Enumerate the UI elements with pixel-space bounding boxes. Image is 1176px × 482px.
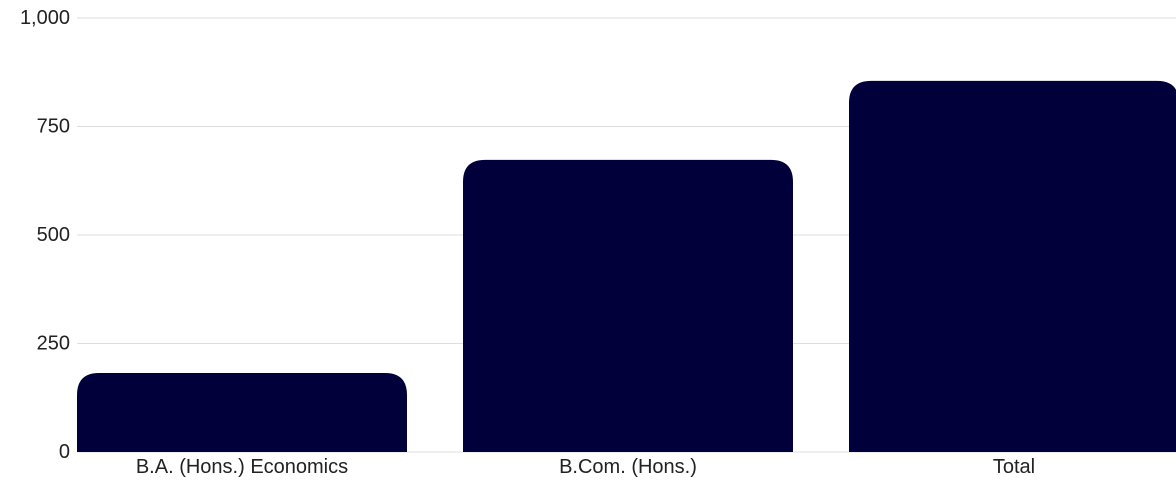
bar-0 bbox=[77, 373, 407, 452]
y-tick-label: 1,000 bbox=[20, 7, 70, 29]
bar-1 bbox=[463, 159, 793, 452]
x-tick-label: B.Com. (Hons.) bbox=[559, 456, 697, 478]
y-tick-label: 750 bbox=[37, 116, 70, 138]
y-tick-label: 500 bbox=[37, 224, 70, 246]
y-tick-label: 250 bbox=[37, 333, 70, 355]
bars bbox=[77, 80, 1176, 452]
x-tick-label: Total bbox=[993, 456, 1035, 478]
x-tick-label: B.A. (Hons.) Economics bbox=[136, 456, 348, 478]
y-axis-ticks: 0 250 500 750 1,000 bbox=[20, 7, 70, 463]
y-tick-label: 0 bbox=[59, 441, 70, 463]
bar-2 bbox=[849, 80, 1176, 452]
x-axis-ticks: B.A. (Hons.) Economics B.Com. (Hons.) Tota… bbox=[136, 456, 1035, 478]
